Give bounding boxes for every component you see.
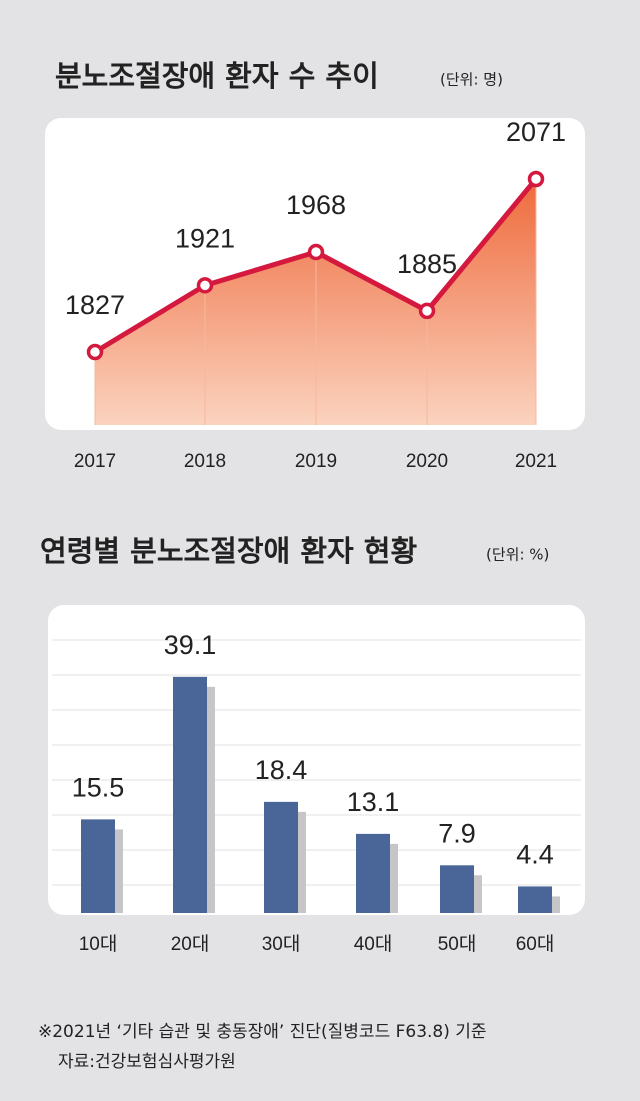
x-tick-label: 10대 xyxy=(79,933,118,955)
point xyxy=(527,170,545,188)
panel xyxy=(48,605,585,915)
value-label: 1885 xyxy=(397,249,457,279)
bar xyxy=(81,819,115,913)
x-tick-label: 60대 xyxy=(516,933,555,955)
chart-subtitle: (단위: %) xyxy=(486,546,549,564)
bar xyxy=(356,833,390,913)
value-label: 1921 xyxy=(175,223,235,253)
bar xyxy=(264,801,298,913)
footnote: ※2021년 ‘기타 습관 및 충동장애’ 진단(질병코드 F63.8) 기준 xyxy=(38,1022,487,1042)
point xyxy=(307,243,325,261)
x-tick-label: 2018 xyxy=(184,451,226,472)
source: 자료:건강보험심사평가원 xyxy=(58,1052,236,1072)
bar xyxy=(518,886,552,913)
x-tick-label: 2017 xyxy=(74,451,116,472)
chart-subtitle: (단위: 명) xyxy=(440,71,503,89)
x-tick-label: 2021 xyxy=(515,451,557,472)
x-tick-label: 2020 xyxy=(406,451,448,472)
point xyxy=(418,302,436,320)
bar xyxy=(440,865,474,913)
x-tick-label: 40대 xyxy=(354,933,393,955)
x-tick-label: 50대 xyxy=(438,933,477,955)
value-label: 18.4 xyxy=(255,755,308,785)
value-label: 1827 xyxy=(65,290,125,320)
value-label: 39.1 xyxy=(164,630,217,660)
x-tick-label: 2019 xyxy=(295,451,337,472)
value-label: 2071 xyxy=(506,117,566,147)
x-tick-label: 20대 xyxy=(171,933,210,955)
value-label: 4.4 xyxy=(516,840,554,870)
chart-title: 연령별 분노조절장애 환자 현황 xyxy=(40,534,417,568)
value-label: 13.1 xyxy=(347,787,400,817)
point xyxy=(196,277,214,294)
bar xyxy=(173,676,207,913)
chart-title: 분노조절장애 환자 수 추이 xyxy=(55,59,379,93)
value-label: 7.9 xyxy=(438,818,476,848)
value-label: 15.5 xyxy=(72,773,125,803)
point xyxy=(86,343,104,361)
value-label: 1968 xyxy=(286,190,346,220)
x-tick-label: 30대 xyxy=(262,933,301,955)
